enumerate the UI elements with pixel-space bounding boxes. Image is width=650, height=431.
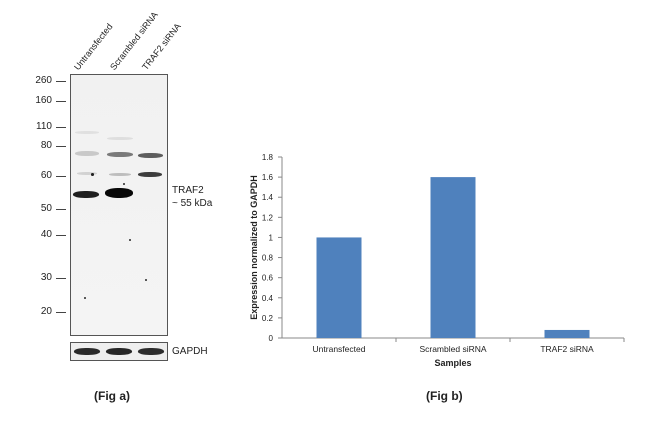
figure-caption-a: (Fig a) [94,389,130,403]
mw-marker-30: 30 [40,272,52,283]
speck [91,173,94,176]
mw-tick [56,209,66,210]
y-tick-label: 1.8 [262,153,274,162]
band-faint [138,153,163,158]
y-tick-label: 1.2 [262,213,274,222]
mw-marker-60: 60 [40,170,52,181]
figure-caption-b: (Fig b) [426,389,463,403]
blot-membrane [70,74,168,336]
band-label-traf2: TRAF2 [172,185,204,196]
mw-tick [56,278,66,279]
band-nonspecific [138,172,162,177]
x-axis-title: Samples [434,358,471,368]
speck [84,297,86,299]
mw-marker-160: 160 [35,95,52,106]
band-traf2 [73,191,99,198]
mw-marker-110: 110 [36,121,52,132]
band-faint [107,152,133,157]
y-tick-label: 1 [269,233,274,242]
y-tick-label: 0 [269,334,274,343]
mw-tick [56,81,66,82]
x-tick-label: TRAF2 siRNA [540,344,594,354]
y-axis-title: Expression normalized to GAPDH [249,175,259,320]
band-gapdh [74,348,100,355]
y-tick-label: 1.6 [262,173,274,182]
mw-tick [56,146,66,147]
speck [123,183,125,185]
mw-tick [56,235,66,236]
mw-marker-50: 50 [40,203,52,214]
mw-tick [56,101,66,102]
bar [430,177,476,338]
mw-marker-260: 260 [35,75,52,86]
band-faint [107,137,133,140]
y-tick-label: 1.4 [262,193,274,202]
mw-tick [56,176,66,177]
mw-marker-80: 80 [40,140,52,151]
x-tick-label: Scrambled siRNA [419,344,486,354]
bar [316,237,362,338]
y-tick-label: 0.6 [262,274,274,283]
band-gapdh [106,348,132,355]
band-gapdh [138,348,164,355]
loading-control-label: GAPDH [172,346,208,357]
x-tick-label: Untransfected [313,344,366,354]
mw-tick [56,312,66,313]
speck [145,279,147,281]
mw-marker-20: 20 [40,306,52,317]
band-faint [75,131,99,134]
bar [544,329,590,338]
band-traf2 [105,188,133,198]
band-faint [109,173,131,176]
speck [129,239,131,241]
mw-tick [56,127,66,128]
y-tick-label: 0.2 [262,314,274,323]
band-faint [77,172,97,175]
gapdh-blot [70,342,168,361]
y-tick-label: 0.4 [262,294,274,303]
mw-marker-40: 40 [40,229,52,240]
band-label-size: ~ 55 kDa [172,198,213,209]
band-faint [75,151,99,156]
y-tick-label: 0.8 [262,254,274,263]
